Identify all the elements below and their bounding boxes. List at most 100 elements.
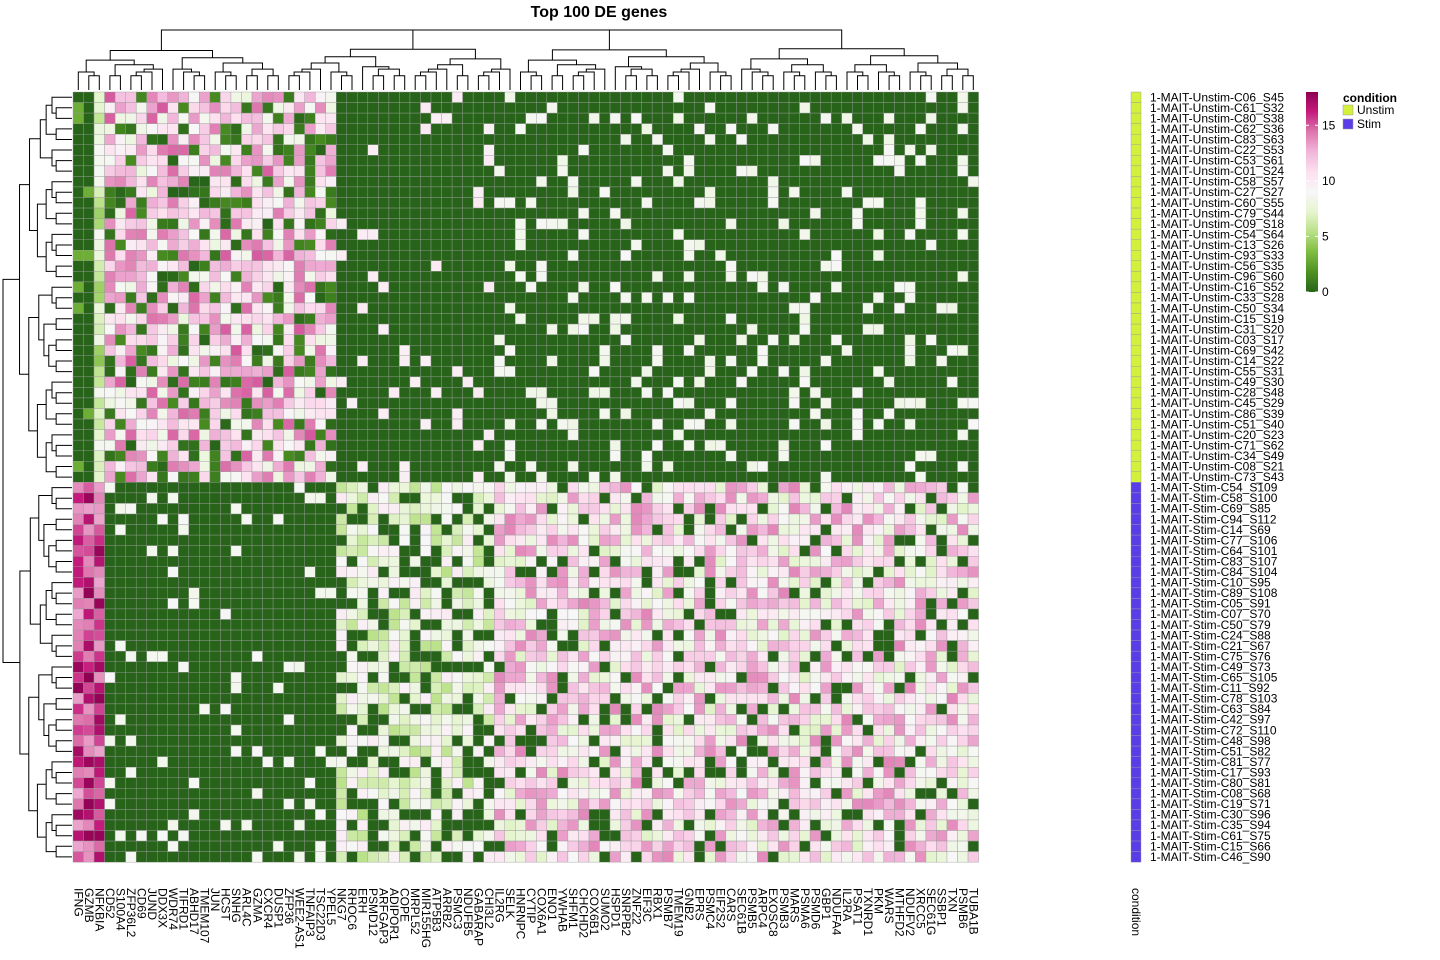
heatmap-cell xyxy=(630,250,642,262)
heatmap-cell xyxy=(346,123,358,135)
heatmap-cell xyxy=(251,355,263,367)
heatmap-cell xyxy=(883,355,895,367)
heatmap-cell xyxy=(451,271,463,283)
heatmap-cell xyxy=(515,503,526,515)
heatmap-cell xyxy=(704,450,716,462)
heatmap-cell xyxy=(599,239,611,251)
heatmap-cell xyxy=(357,629,369,641)
heatmap-cell xyxy=(904,461,916,473)
heatmap-cell xyxy=(588,619,600,631)
heatmap-cell xyxy=(620,123,632,135)
heatmap-cell xyxy=(441,629,453,641)
heatmap-cell xyxy=(483,598,495,610)
heatmap-cell xyxy=(420,619,432,631)
heatmap-cell xyxy=(830,650,842,662)
heatmap-cell xyxy=(472,577,484,589)
heatmap-cell xyxy=(114,250,126,262)
heatmap-cell xyxy=(525,376,537,388)
heatmap-cell xyxy=(915,197,927,209)
heatmap-cell xyxy=(662,91,674,103)
heatmap-cell xyxy=(93,534,105,546)
heatmap-cell xyxy=(262,429,274,441)
heatmap-cell xyxy=(441,165,453,177)
heatmap-cell xyxy=(683,281,695,293)
heatmap-cell xyxy=(83,218,95,230)
heatmap-cell xyxy=(178,387,190,399)
heatmap-cell xyxy=(725,608,737,620)
heatmap-cell xyxy=(883,112,895,124)
heatmap-cell xyxy=(936,577,948,589)
heatmap-cell xyxy=(894,439,906,451)
heatmap-cell xyxy=(483,323,495,335)
heatmap-cell xyxy=(157,640,168,652)
heatmap-cell xyxy=(704,281,716,293)
dendrogram-branch xyxy=(55,160,72,172)
dendrogram-branch xyxy=(36,783,47,838)
heatmap-cell xyxy=(462,556,474,567)
heatmap-cell xyxy=(72,281,84,293)
heatmap-cell xyxy=(388,165,400,177)
heatmap-cell xyxy=(135,387,147,399)
heatmap-cell xyxy=(725,587,737,599)
heatmap-cell xyxy=(957,524,969,536)
heatmap-cell xyxy=(651,323,663,335)
dendrogram-branch xyxy=(48,344,57,367)
heatmap-cell xyxy=(409,165,421,177)
heatmap-cell xyxy=(767,482,779,494)
heatmap-cell xyxy=(146,619,158,631)
heatmap-cell xyxy=(83,397,95,409)
heatmap-cell xyxy=(778,133,790,145)
heatmap-cell xyxy=(788,524,800,536)
heatmap-cell xyxy=(104,260,116,272)
heatmap-cell xyxy=(788,260,800,272)
heatmap-cell xyxy=(799,123,811,135)
heatmap-cell xyxy=(630,313,642,325)
heatmap-cell xyxy=(630,260,642,272)
heatmap-cell xyxy=(925,260,937,272)
heatmap-cell xyxy=(494,640,505,652)
heatmap-cell xyxy=(188,228,200,240)
heatmap-cell xyxy=(325,355,337,367)
heatmap-cell xyxy=(915,661,927,673)
heatmap-cell xyxy=(673,165,684,177)
heatmap-cell xyxy=(936,176,948,188)
heatmap-cell xyxy=(220,313,232,325)
heatmap-cell xyxy=(157,197,168,209)
heatmap-cell xyxy=(788,91,800,103)
heatmap-cell xyxy=(915,418,927,430)
heatmap-cell xyxy=(567,133,579,145)
heatmap-cell xyxy=(378,376,390,388)
heatmap-cell xyxy=(651,598,663,610)
heatmap-cell xyxy=(736,492,748,504)
heatmap-cell xyxy=(725,556,737,567)
heatmap-cell xyxy=(430,186,442,198)
heatmap-cell xyxy=(967,672,979,684)
heatmap-cell xyxy=(683,482,695,494)
heatmap-cell xyxy=(630,672,642,684)
heatmap-cell xyxy=(188,239,200,251)
dendrogram-branch xyxy=(55,824,72,837)
heatmap-cell xyxy=(114,439,126,451)
heatmap-cell xyxy=(862,239,874,251)
heatmap-cell xyxy=(820,292,832,304)
heatmap-cell xyxy=(925,228,937,240)
heatmap-cell xyxy=(230,112,242,124)
heatmap-cell xyxy=(420,650,432,662)
heatmap-cell xyxy=(167,545,179,557)
heatmap-cell xyxy=(178,250,190,262)
heatmap-cell xyxy=(925,281,937,293)
heatmap-cell xyxy=(157,587,168,599)
heatmap-cell xyxy=(883,397,895,409)
heatmap-cell xyxy=(515,313,526,325)
heatmap-cell xyxy=(72,91,84,103)
heatmap-cell xyxy=(430,482,442,494)
heatmap-cell xyxy=(272,587,284,599)
heatmap-cell xyxy=(293,292,305,304)
heatmap-cell xyxy=(272,302,284,314)
heatmap-cell xyxy=(557,661,569,673)
heatmap-cell xyxy=(609,598,621,610)
heatmap-cell xyxy=(272,345,284,356)
heatmap-cell xyxy=(451,218,463,230)
heatmap-cell xyxy=(483,292,495,304)
heatmap-cell xyxy=(220,218,232,230)
